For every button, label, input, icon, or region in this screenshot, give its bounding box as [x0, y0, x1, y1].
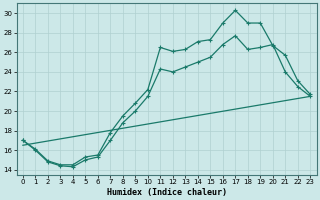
- X-axis label: Humidex (Indice chaleur): Humidex (Indice chaleur): [107, 188, 227, 197]
